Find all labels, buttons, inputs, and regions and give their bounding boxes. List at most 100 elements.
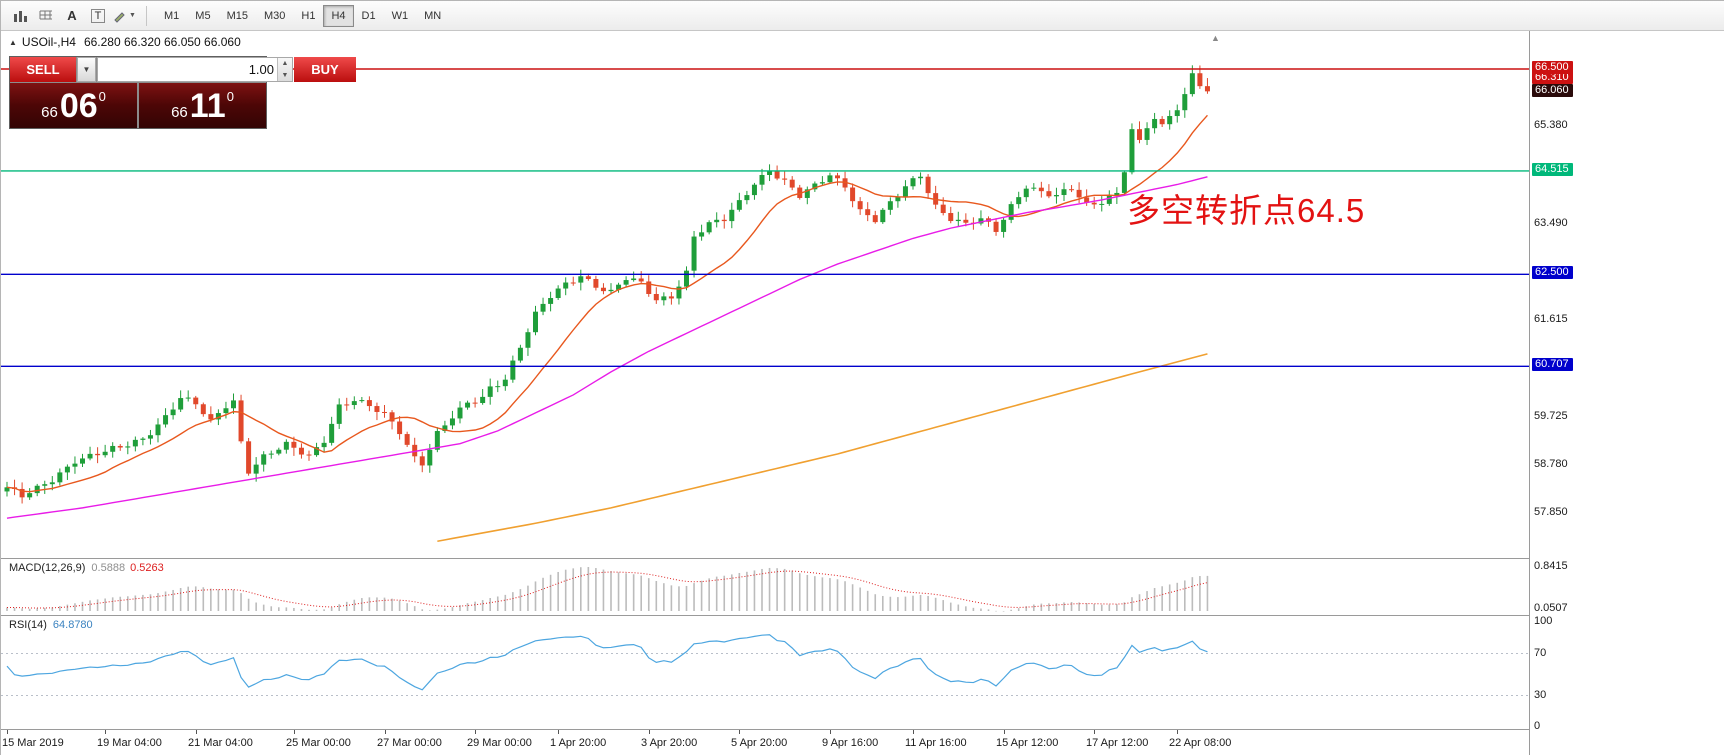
axis-label: 57.850	[1534, 506, 1568, 518]
time-tick	[105, 730, 106, 734]
time-tick	[1094, 730, 1095, 734]
rsi-panel-canvas[interactable]	[1, 616, 1529, 729]
axis-label: 58.780	[1534, 458, 1568, 470]
timeframe-MN[interactable]: MN	[416, 5, 449, 27]
buy-price-display[interactable]: 66 11 0	[139, 83, 266, 128]
time-axis-label: 21 Mar 04:00	[188, 737, 253, 749]
timeframe-H1[interactable]: H1	[293, 5, 323, 27]
panel-divider[interactable]	[1, 558, 1724, 559]
indicator-list-icon[interactable]	[33, 4, 59, 28]
buy-price-whole: 66	[171, 104, 188, 121]
collapse-chart-icon[interactable]: ▲	[9, 38, 17, 47]
toolbar: A T ▼ M1 M5 M15 M30 H1 H4 D1 W1 MN	[1, 1, 1724, 31]
sell-price-whole: 66	[41, 104, 58, 121]
timeframe-W1[interactable]: W1	[384, 5, 417, 27]
time-tick	[830, 730, 831, 734]
volume-spinner: ▲ ▼	[277, 58, 292, 81]
axis-label: 63.490	[1534, 217, 1568, 229]
time-tick	[7, 730, 8, 734]
symbol-period-label: USOil-,H4	[21, 35, 76, 49]
time-axis-label: 11 Apr 16:00	[905, 737, 967, 749]
axis-label: 59.725	[1534, 410, 1568, 422]
axis-label: 70	[1534, 647, 1547, 659]
axis-label: 0.8415	[1534, 560, 1568, 572]
time-axis-label: 5 Apr 20:00	[731, 737, 788, 749]
time-tick	[385, 730, 386, 734]
time-axis-label: 9 Apr 16:00	[822, 737, 879, 749]
price-axis-badge: 66.060	[1532, 84, 1573, 97]
price-axis[interactable]: 65.380 63.490 61.615 59.725 58.780 57.850 66.3…	[1530, 1, 1724, 755]
toolbar-icons: A T ▼	[7, 4, 137, 28]
time-tick	[1004, 730, 1005, 734]
time-axis-label: 22 Apr 08:00	[1169, 737, 1232, 749]
volume-input[interactable]	[98, 58, 277, 81]
trade-widget-prices: 66 06 0 66 11 0	[10, 83, 266, 128]
time-axis-label: 25 Mar 00:00	[286, 737, 351, 749]
spin-up-icon[interactable]: ▲	[281, 60, 289, 67]
rsi-label: RSI(14) 64.8780	[9, 619, 93, 631]
ohlc-quotes: 66.280 66.320 66.050 66.060	[83, 35, 241, 49]
price-axis-line	[1529, 31, 1530, 755]
volume-field-wrap: ▲ ▼	[97, 57, 293, 82]
axis-label: 0	[1534, 720, 1541, 732]
axis-label: 30	[1534, 689, 1547, 701]
time-axis-label: 1 Apr 20:00	[550, 737, 607, 749]
trade-widget-controls: SELL ▼ ▲ ▼ BUY	[10, 57, 356, 82]
timeframe-M15[interactable]: M15	[219, 5, 256, 27]
timeframe-H4[interactable]: H4	[323, 4, 354, 27]
price-axis-badge: 60.707	[1532, 358, 1573, 371]
time-axis-label: 19 Mar 04:00	[97, 737, 162, 749]
timeframe-M5[interactable]: M5	[187, 5, 218, 27]
toolbar-separator	[146, 5, 147, 26]
time-axis-label: 3 Apr 20:00	[641, 737, 698, 749]
sell-price-display[interactable]: 66 06 0	[10, 83, 137, 128]
time-axis-label: 27 Mar 00:00	[377, 737, 442, 749]
axis-label: 61.615	[1534, 313, 1568, 325]
sell-button[interactable]: SELL	[10, 57, 76, 82]
macd-main-value: 0.5888	[91, 562, 126, 574]
font-label-icon[interactable]: A	[59, 4, 85, 28]
timeframe-M30[interactable]: M30	[256, 5, 293, 27]
text-tool-icon[interactable]: T	[85, 4, 111, 28]
chart-shift-marker-icon: ▲	[1211, 33, 1220, 43]
buy-price-pips: 11	[189, 86, 226, 125]
sell-price-pips: 06	[59, 86, 98, 125]
chart-annotation-text: 多空转折点64.5	[1127, 192, 1366, 229]
volume-dropdown-button[interactable]: ▼	[77, 57, 96, 82]
chevron-down-icon: ▼	[82, 65, 91, 74]
axis-label: 100	[1534, 615, 1553, 627]
time-axis-label: 15 Apr 12:00	[996, 737, 1059, 749]
time-axis[interactable]: 15 Mar 2019 19 Mar 04:00 21 Mar 04:00 25 Ma…	[1, 730, 1529, 755]
time-axis-label: 29 Mar 00:00	[467, 737, 532, 749]
timeframe-M1[interactable]: M1	[156, 5, 187, 27]
rsi-value: 64.8780	[52, 619, 93, 631]
time-tick	[475, 730, 476, 734]
drawing-tools-icon[interactable]: ▼	[111, 4, 137, 28]
macd-signal-value: 0.5263	[130, 562, 164, 574]
macd-panel-canvas[interactable]	[1, 559, 1529, 615]
time-axis-label: 17 Apr 12:00	[1086, 737, 1149, 749]
price-axis-badge: 66.310	[1532, 71, 1573, 84]
spin-down-icon[interactable]: ▼	[281, 71, 289, 79]
time-tick	[649, 730, 650, 734]
chart-title: ▲ USOil-,H4 66.280 66.320 66.050 66.060	[9, 35, 241, 49]
macd-name: MACD(12,26,9)	[9, 562, 86, 574]
time-tick	[196, 730, 197, 734]
chart-style-icon[interactable]	[7, 4, 33, 28]
macd-label: MACD(12,26,9) 0.5888 0.5263	[9, 562, 164, 574]
price-axis-badge: 64.515	[1532, 163, 1573, 176]
rsi-name: RSI(14)	[9, 619, 47, 631]
time-tick	[913, 730, 914, 734]
time-tick	[558, 730, 559, 734]
buy-button[interactable]: BUY	[294, 57, 356, 82]
timeframe-D1[interactable]: D1	[354, 5, 384, 27]
price-axis-badge: 66.500	[1532, 61, 1573, 74]
timeframe-group: M1 M5 M15 M30 H1 H4 D1 W1 MN	[156, 4, 449, 27]
panel-divider[interactable]	[1, 615, 1724, 616]
time-tick	[294, 730, 295, 734]
buy-price-pipette: 0	[226, 89, 234, 104]
price-axis-badge: 62.500	[1532, 266, 1573, 279]
axis-label: 0.0507	[1534, 602, 1568, 614]
